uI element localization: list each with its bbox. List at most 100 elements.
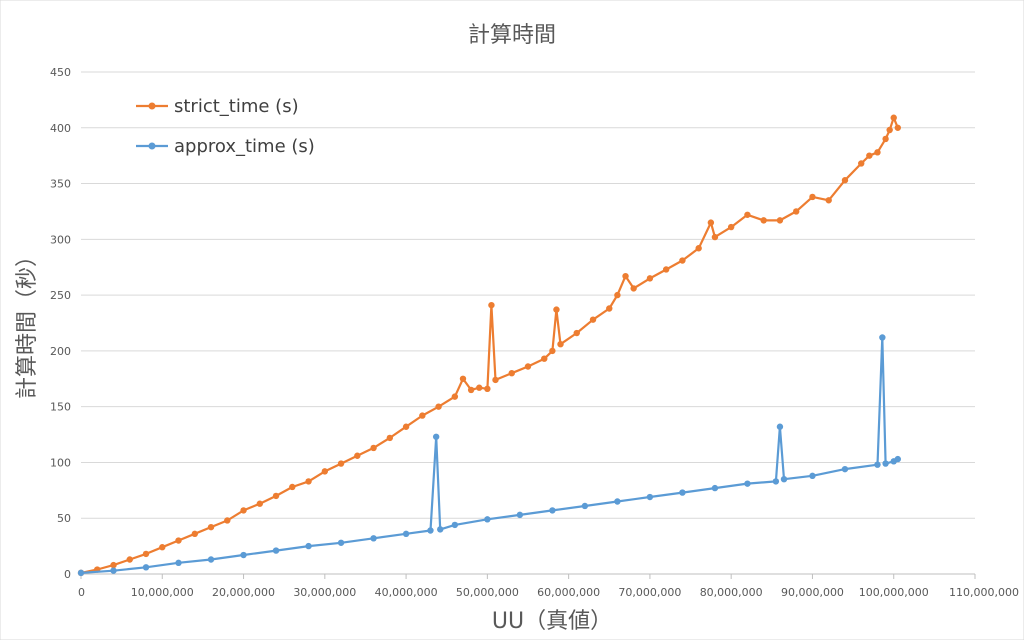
series-layer (77, 114, 901, 577)
data-point (175, 537, 182, 544)
data-point (711, 233, 719, 241)
data-point (780, 475, 788, 483)
data-point (622, 272, 629, 280)
data-point (191, 530, 198, 538)
data-point (437, 526, 444, 533)
data-point (553, 306, 560, 313)
data-point (337, 539, 345, 546)
data-point (606, 305, 613, 312)
data-point (549, 507, 556, 514)
x-tick-labels: 0 10,000,000 20,000,000 30,000,000 40,000,00… (78, 574, 1019, 599)
data-point (890, 114, 897, 121)
data-point (508, 370, 515, 377)
data-point (321, 468, 329, 475)
series-1 (77, 334, 901, 577)
data-point (614, 498, 621, 505)
y-tick-label: 250 (50, 289, 71, 302)
data-point (432, 433, 440, 440)
legend-label: strict_time (s) (174, 96, 299, 117)
y-tick-label: 100 (50, 456, 71, 469)
data-point (451, 521, 459, 529)
data-point (614, 291, 621, 299)
data-point (646, 493, 654, 501)
data-point (825, 197, 832, 204)
x-tick-label: 0 (78, 586, 85, 599)
legend-marker (148, 142, 156, 150)
data-point (679, 489, 686, 496)
data-point (744, 480, 751, 487)
data-point (240, 551, 247, 559)
y-tick-label: 400 (50, 122, 71, 135)
data-point (476, 384, 483, 391)
data-point (207, 523, 215, 531)
data-point (581, 502, 589, 510)
data-point (707, 219, 715, 226)
series-0 (77, 114, 901, 577)
data-point (272, 547, 280, 554)
data-point (679, 257, 686, 264)
legend-marker (148, 102, 156, 110)
y-tick-labels: 0 50 100 150 200 250 300 350 400 450 (50, 66, 71, 581)
data-point (175, 559, 182, 567)
data-point (142, 550, 150, 558)
data-point (772, 478, 780, 485)
y-tick-label: 450 (50, 66, 71, 79)
data-point (272, 492, 280, 500)
data-point (841, 465, 849, 473)
data-point (727, 223, 735, 231)
data-point (894, 124, 901, 131)
data-point (662, 266, 670, 273)
x-tick-label: 40,000,000 (375, 586, 438, 599)
x-tick-label: 50,000,000 (456, 586, 519, 599)
data-point (549, 347, 556, 355)
data-point (793, 208, 800, 215)
data-point (402, 530, 410, 538)
data-point (573, 329, 580, 337)
y-tick-label: 50 (57, 512, 71, 525)
data-point (370, 535, 377, 542)
data-point (207, 556, 215, 563)
data-point (809, 472, 816, 480)
data-point (874, 461, 881, 468)
data-point (744, 211, 751, 218)
data-point (305, 542, 312, 550)
x-tick-label: 80,000,000 (700, 586, 763, 599)
data-point (370, 444, 377, 452)
data-point (354, 452, 361, 459)
data-point (841, 177, 849, 184)
data-point (524, 363, 532, 370)
data-point (77, 569, 85, 577)
data-point (516, 511, 524, 519)
data-point (760, 217, 767, 224)
data-point (305, 478, 312, 485)
data-point (419, 412, 426, 419)
x-tick-label: 110,000,000 (949, 586, 1019, 599)
data-point (289, 483, 296, 491)
data-point (882, 460, 889, 467)
data-point (337, 460, 345, 467)
data-point (459, 375, 467, 382)
x-tick-label: 60,000,000 (537, 586, 600, 599)
data-point (256, 500, 263, 507)
data-point (488, 301, 495, 309)
x-axis-label: UU（真値） (492, 609, 612, 634)
y-tick-label: 0 (64, 568, 71, 581)
data-point (126, 556, 133, 563)
y-axis-label: 計算時間（秒） (15, 245, 40, 399)
data-point (589, 316, 597, 323)
data-point (142, 564, 150, 571)
data-point (386, 434, 394, 442)
data-point (874, 149, 881, 156)
x-tick-label: 10,000,000 (131, 586, 194, 599)
y-tick-label: 300 (50, 233, 71, 246)
data-point (776, 217, 784, 224)
data-point (240, 507, 247, 514)
data-point (776, 423, 784, 430)
data-point (866, 152, 873, 159)
data-point (630, 285, 637, 292)
x-tick-label: 90,000,000 (781, 586, 844, 599)
data-point (427, 527, 434, 534)
x-tick-label: 70,000,000 (618, 586, 681, 599)
data-point (886, 126, 893, 134)
